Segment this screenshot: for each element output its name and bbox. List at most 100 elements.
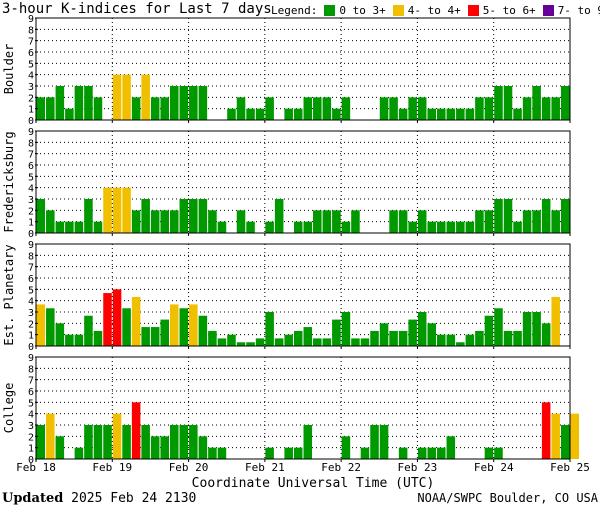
y-tick-label: 6: [28, 48, 34, 59]
source-credit: NOAA/SWPC Boulder, CO USA: [417, 491, 598, 505]
y-tick-label: 3: [28, 195, 34, 206]
plot-frame: [35, 243, 571, 347]
k-index-bar: [189, 86, 198, 120]
k-index-bar: [246, 342, 255, 346]
updated-timestamp: Updated 2025 Feb 24 2130: [2, 491, 196, 506]
k-index-bar: [551, 210, 560, 233]
k-index-bar: [503, 199, 513, 233]
k-index-bar: [456, 221, 465, 233]
k-index-bar: [484, 97, 494, 120]
k-index-bar: [522, 210, 532, 233]
k-index-bar: [160, 97, 169, 120]
legend-entry-label: 0 to 3+: [339, 4, 386, 17]
k-index-bar: [112, 413, 122, 459]
k-index-bar: [246, 221, 255, 233]
k-index-bar: [522, 97, 532, 120]
k-index-bar: [170, 304, 179, 346]
k-index-bar: [465, 334, 475, 346]
k-index-bar: [303, 327, 313, 346]
k-index-bar: [570, 413, 580, 459]
k-index-bar: [484, 315, 494, 346]
k-index-bar: [475, 210, 484, 233]
k-index-bar: [408, 319, 417, 346]
k-index-bar: [351, 338, 360, 346]
y-tick-label: 7: [28, 150, 34, 161]
k-index-bar: [494, 199, 503, 233]
k-index-bar: [170, 210, 179, 233]
k-index-bar: [437, 108, 446, 120]
k-index-bar: [551, 413, 560, 459]
k-index-bar: [236, 210, 246, 233]
k-index-bar: [360, 338, 370, 346]
k-index-bar: [208, 210, 217, 233]
k-index-bar: [265, 312, 274, 346]
k-index-bar: [494, 447, 503, 459]
k-index-bar: [532, 210, 541, 233]
y-tick-label: 0: [28, 342, 34, 353]
k-index-bar: [513, 330, 522, 346]
k-index-bar: [236, 342, 246, 346]
k-index-bar: [560, 86, 570, 120]
k-index-bar: [122, 308, 131, 346]
k-index-bar: [55, 323, 65, 346]
k-index-bar: [284, 334, 293, 346]
k-index-bar: [303, 97, 313, 120]
k-index-bar: [417, 447, 427, 459]
k-index-bar: [303, 221, 313, 233]
k-index-bar: [341, 221, 351, 233]
k-index-bar: [332, 210, 341, 233]
legend-entry-label: 4- to 4+: [407, 4, 461, 17]
k-index-bar: [446, 436, 456, 459]
x-tick-label: Feb 20: [169, 461, 209, 474]
k-index-bar: [313, 97, 322, 120]
k-index-bar: [503, 86, 513, 120]
k-index-bar: [522, 312, 532, 346]
k-index-bar: [65, 108, 74, 120]
x-tick-label: Feb 24: [474, 461, 514, 474]
legend-label: Legend:: [271, 4, 318, 17]
x-tick-label: Feb 25: [550, 461, 590, 474]
k-index-bar: [246, 108, 255, 120]
k-index-bar: [84, 425, 93, 459]
k-index-bar: [379, 97, 389, 120]
y-tick-label: 8: [28, 251, 34, 262]
y-tick-label: 5: [28, 398, 34, 409]
k-index-bar: [293, 221, 303, 233]
y-tick-label: 4: [28, 71, 34, 82]
k-index-bar: [484, 447, 494, 459]
k-index-bar: [341, 312, 351, 346]
k-index-bar: [560, 199, 570, 233]
k-index-bar: [84, 86, 93, 120]
y-tick-label: 8: [28, 25, 34, 36]
k-index-bar: [46, 413, 55, 459]
k-index-bar: [532, 312, 541, 346]
k-index-bar: [417, 97, 427, 120]
k-index-bar: [217, 221, 227, 233]
k-index-bar: [122, 74, 131, 120]
y-tick-label: 8: [28, 364, 34, 375]
k-index-bar: [74, 334, 84, 346]
k-index-bar: [122, 187, 131, 233]
k-index-bar: [551, 296, 560, 346]
k-index-bar: [150, 210, 160, 233]
k-index-bar: [370, 330, 379, 346]
k-index-bar: [532, 86, 541, 120]
x-axis-label: Coordinate Universal Time (UTC): [192, 476, 435, 491]
k-index-bar: [541, 323, 551, 346]
k-index-bar: [560, 425, 570, 459]
k-index-bar: [494, 86, 503, 120]
k-index-bar: [360, 447, 370, 459]
y-tick-label: 5: [28, 59, 34, 70]
k-index-bar: [494, 308, 503, 346]
k-index-bar: [65, 221, 74, 233]
k-index-bar: [484, 210, 494, 233]
y-tick-label: 8: [28, 138, 34, 149]
y-tick-label: 4: [28, 410, 34, 421]
k-index-bar: [141, 74, 150, 120]
k-index-bar: [141, 425, 150, 459]
k-index-bar: [93, 330, 103, 346]
k-index-bar: [408, 221, 417, 233]
k-index-bar: [284, 447, 293, 459]
k-index-bar: [370, 425, 379, 459]
plot-frame: [35, 356, 571, 460]
